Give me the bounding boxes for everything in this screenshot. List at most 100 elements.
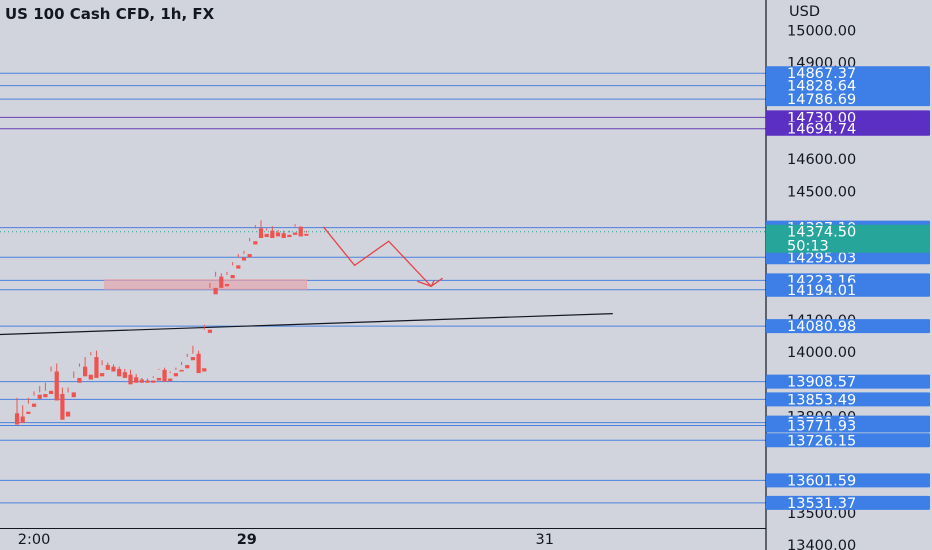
candle-body [54, 371, 59, 401]
zone-tag: 14694.74 [766, 121, 930, 138]
candle-body [31, 403, 37, 407]
currency-label: USD [789, 4, 820, 20]
candle-down [258, 220, 264, 239]
candle-body [88, 374, 93, 380]
candle-body [128, 374, 133, 385]
level-tag-text: 13531.37 [787, 496, 856, 512]
candle-down [20, 405, 25, 423]
candle-down [71, 371, 76, 398]
candle-body [287, 234, 292, 238]
level-tag: 14786.69 [766, 92, 930, 108]
candle-body [65, 411, 71, 417]
candle-down [275, 229, 281, 237]
candle-body [122, 372, 127, 378]
level-tag-bg [766, 374, 930, 389]
candle-body [162, 369, 167, 382]
candle-down [60, 387, 65, 420]
candle-body [156, 377, 161, 381]
level-tag-bg [766, 473, 930, 488]
time-axis[interactable]: 2:00 29 31 [18, 532, 554, 548]
y-tick-label: 15000.00 [787, 24, 856, 40]
level-tag-bg [766, 66, 930, 81]
candle-down [43, 382, 48, 398]
candle-down [162, 367, 167, 382]
candle-body [48, 390, 54, 395]
candle-down [54, 363, 59, 401]
candle-down [173, 367, 178, 377]
y-tick-label: 14000.00 [787, 345, 856, 361]
candle-down [111, 364, 116, 372]
forecast-line [322, 226, 443, 288]
zone-tag-bg [766, 110, 930, 125]
price-tags: 14867.3714828.6414786.6914295.0314223.16… [766, 66, 930, 512]
candle-body [134, 377, 139, 383]
candlestick-series [14, 220, 309, 425]
trendline-layer [0, 312, 613, 336]
candle-body [230, 275, 235, 279]
forecast-path [322, 226, 443, 288]
level-tag-text: 14828.64 [787, 79, 856, 95]
level-tag-text: 13771.93 [787, 419, 856, 435]
level-tag-text: 13601.59 [787, 473, 856, 489]
candle-down [122, 368, 127, 378]
candle-body [151, 380, 156, 383]
candle-body [185, 365, 190, 369]
candle-body [83, 366, 88, 377]
candle-body [281, 233, 286, 239]
level-tag: 13771.93 [766, 418, 930, 435]
candle-body [105, 365, 110, 370]
x-tick-label: 29 [237, 532, 257, 548]
candle-body [219, 276, 224, 288]
level-tag-bg [766, 319, 930, 334]
candle-down [213, 271, 218, 295]
zone-tag-bg [766, 121, 930, 136]
candle-down [156, 368, 161, 381]
candle-body [111, 366, 116, 372]
level-tag: 13726.15 [766, 433, 930, 449]
level-tag-bg [766, 495, 930, 510]
level-tag: 13908.57 [766, 374, 930, 391]
candle-down [88, 352, 93, 380]
candle-down [264, 228, 269, 238]
candle-body [179, 369, 184, 372]
candle-down [219, 273, 224, 288]
forecast-arrowhead [417, 279, 435, 288]
candle-body [292, 232, 298, 235]
level-tag-text: 14194.01 [787, 283, 856, 299]
candle-body [43, 394, 48, 398]
candle-down [281, 230, 286, 239]
candle-body [117, 368, 122, 377]
x-tick-label: 2:00 [18, 532, 51, 548]
candle-body [253, 241, 258, 245]
level-tag: 13601.59 [766, 473, 930, 489]
demand-zone-box [104, 279, 307, 290]
candle-body [173, 373, 178, 377]
y-tick-label: 14500.00 [787, 184, 856, 200]
candle-down [270, 226, 275, 239]
level-tag-bg [766, 282, 930, 297]
candle-down [168, 371, 173, 382]
candle-down [26, 397, 31, 414]
current-price-tag-bg [766, 224, 930, 253]
candle-down [253, 225, 258, 245]
candle-down [236, 254, 241, 269]
candle-body [202, 368, 207, 372]
candle-down [190, 345, 196, 361]
candle-down [185, 353, 190, 369]
candle-body [60, 394, 65, 420]
candle-body [207, 329, 213, 333]
candle-down [196, 350, 201, 374]
candle-down [77, 363, 82, 383]
candle-down [65, 387, 71, 417]
level-tag: 14828.64 [766, 78, 930, 95]
candle-body [145, 380, 150, 383]
candle-body [224, 284, 230, 287]
candle-down [100, 360, 105, 377]
candle-body [14, 413, 20, 425]
candle-down [117, 366, 122, 377]
level-tag: 13853.49 [766, 392, 930, 408]
zone-tag-text: 14694.74 [787, 122, 856, 138]
candle-body [26, 411, 31, 414]
